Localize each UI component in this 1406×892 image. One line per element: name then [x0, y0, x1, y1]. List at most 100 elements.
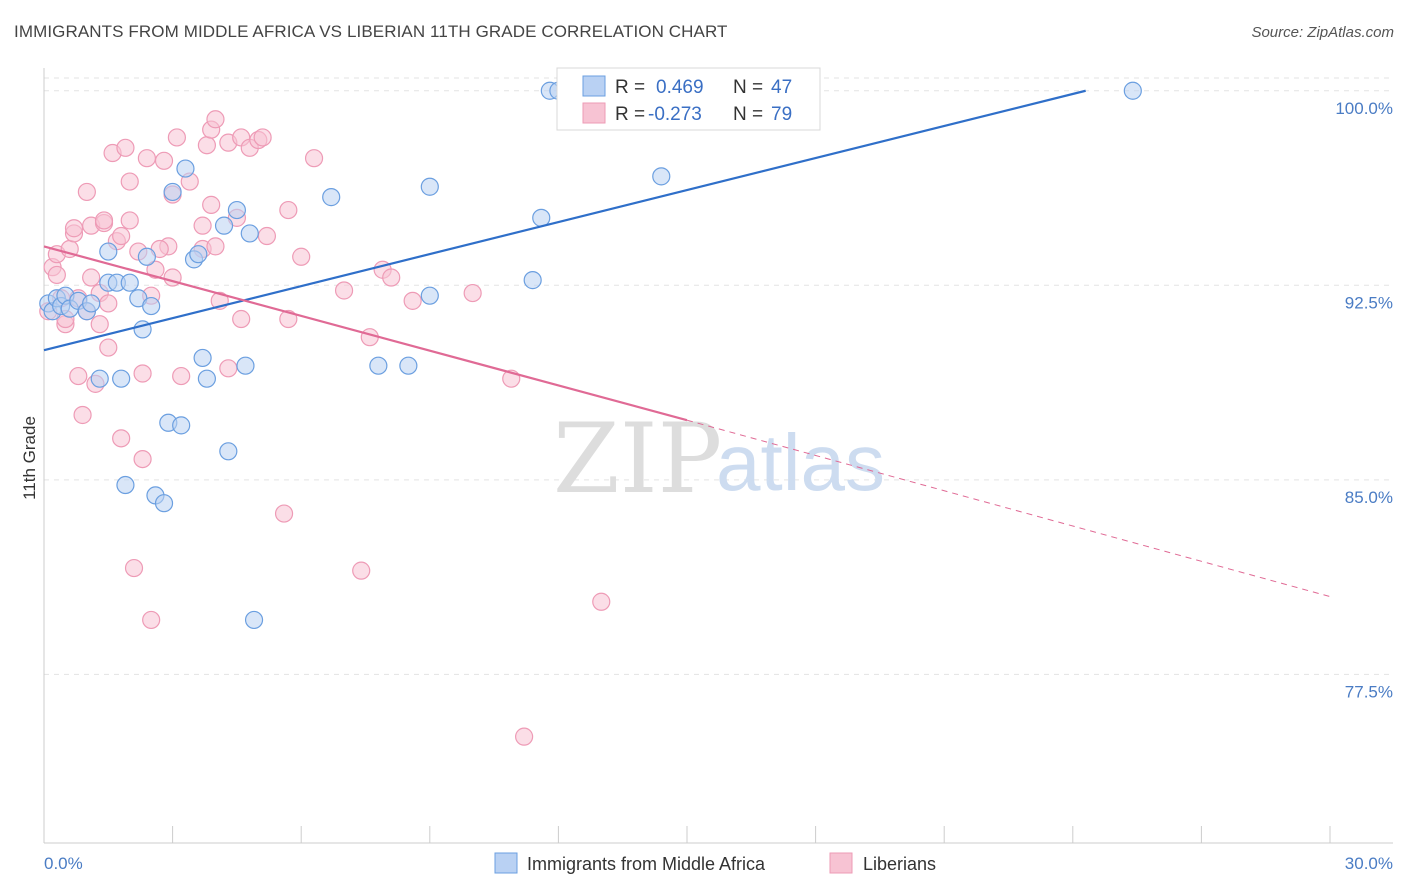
liberians-point-11: [77, 182, 96, 202]
liberians-point-49: [206, 237, 225, 256]
middle-africa-point-14: [116, 475, 135, 495]
liberians-point-61: [279, 200, 298, 220]
middle-africa-point-15: [120, 273, 139, 292]
trend-line-extension-1: [686, 419, 1331, 598]
trend-line-0: [43, 89, 1086, 352]
bottom-legend: Immigrants from Middle Africa Liberians: [494, 852, 936, 874]
middle-africa-point-40: [420, 286, 439, 305]
middle-africa-point-11: [99, 242, 118, 261]
middle-africa-point-32: [227, 200, 246, 220]
liberians-point-24: [112, 226, 131, 246]
liberians-point-28: [120, 172, 139, 191]
liberians-point-71: [515, 727, 534, 746]
liberians-point-19: [94, 211, 114, 230]
middle-africa-point-37: [369, 356, 388, 375]
liberians-point-27: [120, 211, 139, 230]
bottom-legend-swatch-middle-africa: [494, 852, 518, 874]
watermark: ZIP atlas: [553, 403, 885, 515]
middle-africa-point-28: [193, 348, 212, 368]
liberians-point-58: [253, 128, 272, 147]
chart-title: IMMIGRANTS FROM MIDDLE AFRICA VS LIBERIA…: [14, 22, 728, 41]
liberians-point-68: [403, 291, 422, 310]
liberians-point-72: [592, 592, 611, 611]
legend-swatch-middle-africa: [582, 75, 606, 97]
liberians-point-42: [172, 366, 191, 386]
liberians-point-32: [133, 449, 152, 469]
liberians-point-52: [219, 359, 238, 378]
middle-africa-point-41: [523, 271, 542, 290]
liberians-point-21: [99, 294, 118, 313]
liberians-point-54: [232, 309, 251, 329]
y-tick-label-1: 92.5%: [1345, 293, 1393, 312]
liberians-point-25: [112, 429, 131, 448]
liberians-point-26: [116, 138, 135, 157]
y-axis-title: 11th Grade: [20, 416, 39, 500]
liberians-point-78: [292, 247, 311, 266]
watermark-zip: ZIP: [553, 403, 722, 515]
middle-africa-point-18: [137, 247, 156, 266]
middle-africa-point-31: [219, 442, 238, 461]
liberians-point-76: [202, 195, 221, 214]
legend-r-value-1: 0.469: [656, 77, 704, 98]
middle-africa-point-45: [652, 167, 671, 186]
series-liberians-points: [39, 110, 611, 746]
liberians-point-35: [142, 610, 161, 630]
y-tick-label-3: 77.5%: [1345, 682, 1393, 701]
middle-africa-point-9: [90, 369, 109, 388]
middle-africa-point-33: [236, 356, 255, 375]
gridlines: [44, 77, 1393, 675]
liberians-point-59: [274, 504, 294, 523]
axes: [43, 68, 1393, 844]
x-tick-label-right: 30.0%: [1345, 854, 1393, 873]
middle-africa-point-35: [244, 610, 264, 630]
liberians-point-16: [90, 315, 109, 334]
liberians-point-45: [193, 216, 212, 235]
middle-africa-point-36: [322, 188, 341, 207]
y-tick-label-2: 85.0%: [1345, 488, 1393, 507]
bottom-legend-swatch-liberians: [829, 852, 853, 874]
middle-africa-point-25: [176, 159, 195, 178]
liberians-point-67: [382, 268, 401, 287]
liberians-point-20: [99, 338, 118, 357]
liberians-point-37: [154, 151, 174, 170]
middle-africa-point-39: [420, 177, 439, 196]
liberians-point-77: [257, 226, 277, 246]
liberians-point-33: [137, 149, 156, 168]
liberians-point-41: [167, 128, 186, 147]
liberians-point-29: [124, 558, 144, 578]
trend-lines: [43, 89, 1331, 598]
liberians-point-62: [304, 149, 324, 168]
liberians-point-60: [279, 309, 298, 329]
liberians-point-31: [133, 364, 152, 383]
x-tick-label-left: 0.0%: [44, 854, 83, 873]
bottom-legend-label-middle-africa[interactable]: Immigrants from Middle Africa: [527, 854, 766, 874]
liberians-point-9: [69, 366, 88, 386]
legend-r-label-1: R =: [615, 77, 645, 98]
legend-box: R = 0.469 N = 47 R = -0.273 N = 79: [556, 67, 821, 131]
middle-africa-point-38: [399, 356, 418, 375]
middle-africa-point-23: [163, 182, 182, 202]
liberians-point-13: [82, 268, 101, 287]
liberians-point-63: [334, 281, 354, 300]
liberians-point-48: [206, 110, 225, 129]
middle-africa-point-46: [1123, 81, 1142, 100]
bottom-legend-label-liberians[interactable]: Liberians: [863, 854, 936, 874]
liberians-point-46: [197, 136, 216, 155]
liberians-point-69: [463, 283, 482, 303]
middle-africa-point-21: [154, 494, 174, 513]
legend-r-label-2: R =: [615, 104, 645, 125]
watermark-atlas: atlas: [716, 418, 885, 507]
y-tick-label-0: 100.0%: [1335, 99, 1393, 118]
legend-n-value-2: 79: [771, 104, 792, 125]
middle-africa-point-27: [189, 245, 208, 264]
trend-line-1: [43, 245, 688, 422]
middle-africa-point-8: [82, 294, 101, 313]
liberians-point-10: [73, 405, 92, 425]
middle-africa-point-29: [197, 369, 216, 388]
liberians-point-7: [64, 219, 84, 238]
middle-africa-point-30: [214, 216, 234, 235]
legend-swatch-liberians: [582, 102, 606, 124]
legend-r-value-2: -0.273: [648, 104, 702, 125]
middle-africa-point-34: [240, 224, 259, 243]
